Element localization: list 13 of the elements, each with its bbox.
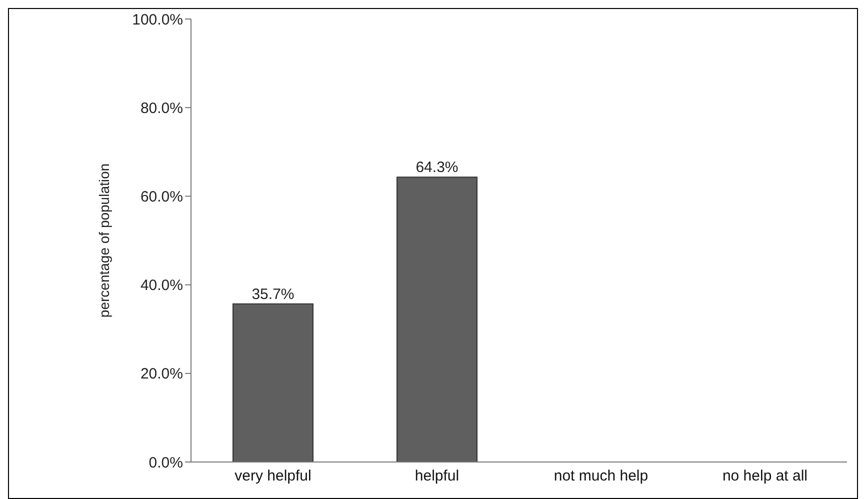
y-tick-label: 100.0%: [132, 11, 183, 28]
y-tick-label: 60.0%: [140, 188, 183, 206]
y-axis-title: percentage of population: [96, 163, 112, 318]
y-tick-label: 40.0%: [140, 277, 183, 294]
data-label: 64.3%: [416, 159, 458, 176]
x-tick-label: helpful: [414, 468, 460, 485]
x-tick-label: very helpful: [234, 468, 312, 485]
x-tick-label: not much help: [554, 468, 648, 485]
x-tick-label: no help at all: [722, 468, 808, 485]
y-tick-label: 20.0%: [140, 366, 183, 383]
y-tick-label: 0.0%: [148, 454, 183, 472]
data-label: 35.7%: [252, 286, 294, 303]
y-tick-label: 80.0%: [140, 100, 183, 117]
